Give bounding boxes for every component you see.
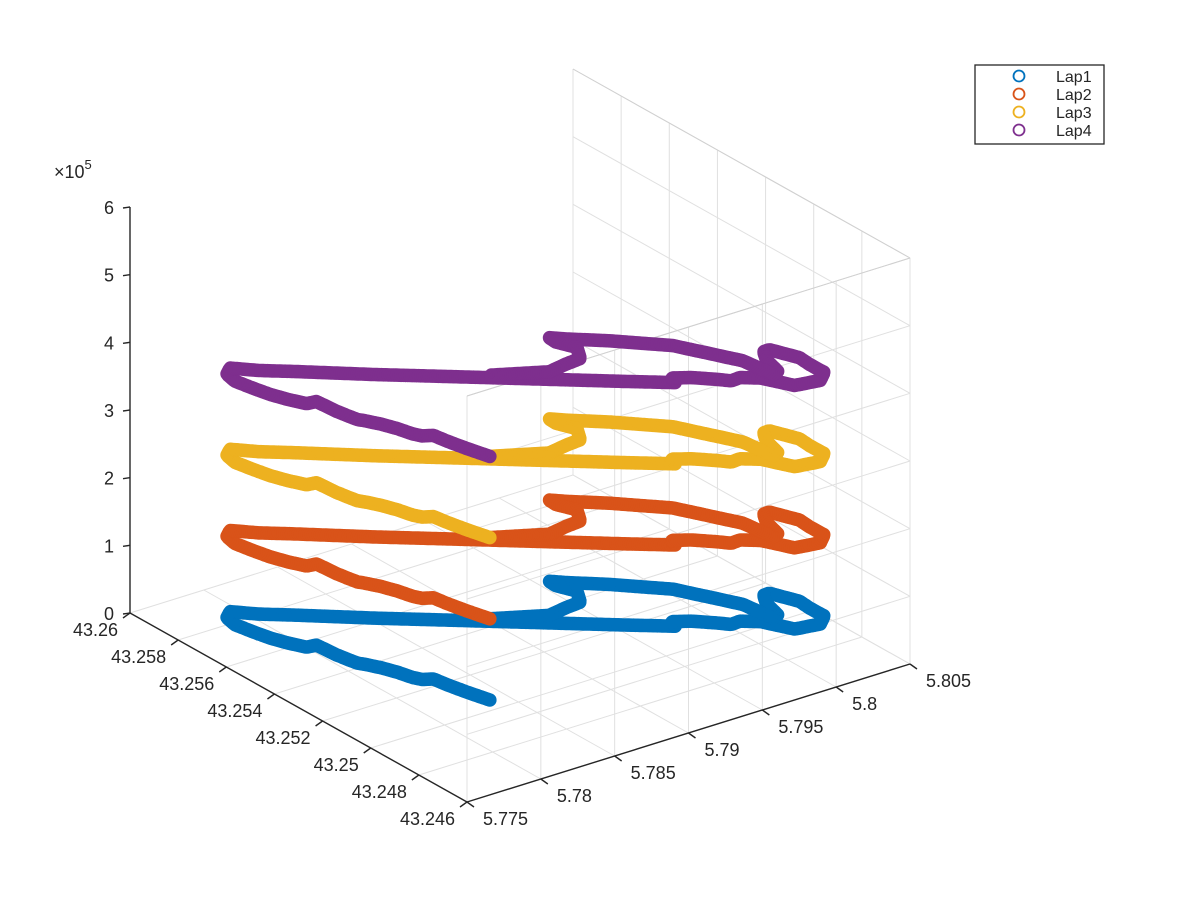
gridline <box>572 136 911 327</box>
legend-box <box>974 64 1105 145</box>
chart-series-layer <box>220 330 831 707</box>
gridline <box>572 203 911 394</box>
z-tick-mark <box>122 409 131 412</box>
x-tick-label: 43.248 <box>352 782 407 802</box>
x-tick-mark <box>267 693 275 700</box>
legend-item-lap2[interactable]: Lap2 <box>1012 87 1092 104</box>
gridline <box>466 460 911 600</box>
y-tick-label: 5.78 <box>557 786 592 806</box>
legend-label: Lap1 <box>1056 69 1092 86</box>
chart-axes <box>122 206 918 808</box>
legend-item-lap4[interactable]: Lap4 <box>1012 123 1092 140</box>
legend-marker-icon <box>1012 105 1026 119</box>
data-point <box>484 368 499 382</box>
x-tick-label: 43.254 <box>207 701 262 721</box>
legend-label: Lap2 <box>1056 87 1092 104</box>
gridline <box>351 543 689 734</box>
z-tick-label: 2 <box>104 469 114 489</box>
gridline <box>466 325 911 465</box>
y-tick-label: 5.775 <box>483 809 528 829</box>
box-edge <box>572 68 911 259</box>
y-tick-label: 5.8 <box>852 694 877 714</box>
series-lap4 <box>220 330 831 464</box>
z-tick-mark <box>122 341 131 345</box>
x-tick-mark <box>218 666 227 673</box>
legend-marker-icon <box>1012 123 1026 137</box>
z-tick-mark <box>122 544 131 548</box>
y-tick-label: 5.785 <box>631 763 676 783</box>
z-tick-mark <box>122 476 131 480</box>
x-tick-label: 43.252 <box>256 728 311 748</box>
gridline <box>466 595 911 735</box>
z-tick-label: 6 <box>104 198 114 218</box>
x-tick-mark <box>122 612 131 619</box>
y-tick-mark <box>688 732 696 739</box>
legend-item-lap1[interactable]: Lap1 <box>1012 69 1092 86</box>
y-tick-mark <box>761 709 770 716</box>
y-tick-mark <box>466 801 475 808</box>
x-tick-mark <box>315 720 323 727</box>
z-tick-mark <box>122 273 131 277</box>
z-tick-label: 0 <box>104 604 114 624</box>
x-tick-mark <box>170 639 179 646</box>
gridline <box>572 339 911 530</box>
legend-label: Lap3 <box>1056 105 1092 122</box>
x-tick-label: 43.256 <box>159 674 214 694</box>
series-lap1 <box>220 574 831 707</box>
z-tick-label: 3 <box>104 401 114 421</box>
x-tick-label: 43.246 <box>400 809 455 829</box>
y-tick-label: 5.805 <box>926 671 971 691</box>
x-axis-line <box>129 612 468 803</box>
x-tick-mark <box>411 774 420 781</box>
z-tick-label: 1 <box>104 536 114 556</box>
z-exponent-label: ×105 <box>54 157 92 182</box>
y-tick-mark <box>614 755 623 762</box>
legend-marker-icon <box>1012 69 1026 83</box>
y-tick-label: 5.79 <box>705 740 740 760</box>
y-tick-label: 5.795 <box>778 717 823 737</box>
z-tick-label: 5 <box>104 266 114 286</box>
gridline <box>277 566 615 757</box>
z-tick-mark <box>122 206 131 209</box>
gridline <box>425 520 763 711</box>
x-tick-mark <box>363 747 372 754</box>
x-tick-label: 43.258 <box>111 647 166 667</box>
x-tick-mark <box>459 801 468 808</box>
series-lap3 <box>220 412 831 545</box>
gridline <box>572 406 911 597</box>
legend-marker-icon <box>1012 87 1026 101</box>
y-tick-mark <box>909 663 918 670</box>
y-tick-mark <box>540 778 549 785</box>
x-tick-label: 43.26 <box>73 620 118 640</box>
z-tick-label: 4 <box>104 333 114 353</box>
legend-label: Lap4 <box>1056 123 1092 140</box>
x-tick-label: 43.25 <box>314 755 359 775</box>
y-tick-mark <box>835 686 844 693</box>
legend-item-lap3[interactable]: Lap3 <box>1012 105 1092 122</box>
gridline <box>203 589 542 780</box>
